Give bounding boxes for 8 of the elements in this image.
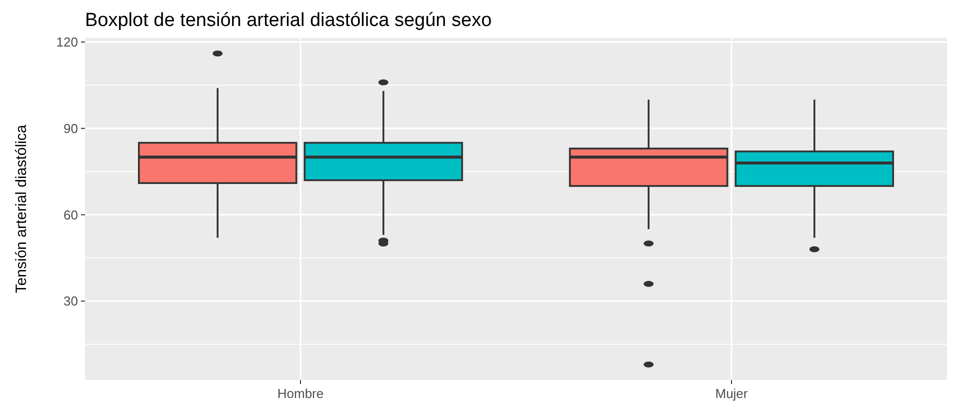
chart-title: Boxplot de tensión arterial diastólica según sexo: [85, 10, 492, 31]
x-tick-label: Hombre: [277, 386, 324, 401]
x-tick-label: Mujer: [715, 386, 748, 401]
y-tick-label: 60: [64, 207, 78, 222]
y-axis-title: Tensión arterial diastólica: [13, 124, 30, 294]
y-tick-label: 90: [64, 120, 78, 136]
y-tick-label: 120: [56, 34, 78, 50]
y-tick-label: 30: [64, 294, 78, 309]
